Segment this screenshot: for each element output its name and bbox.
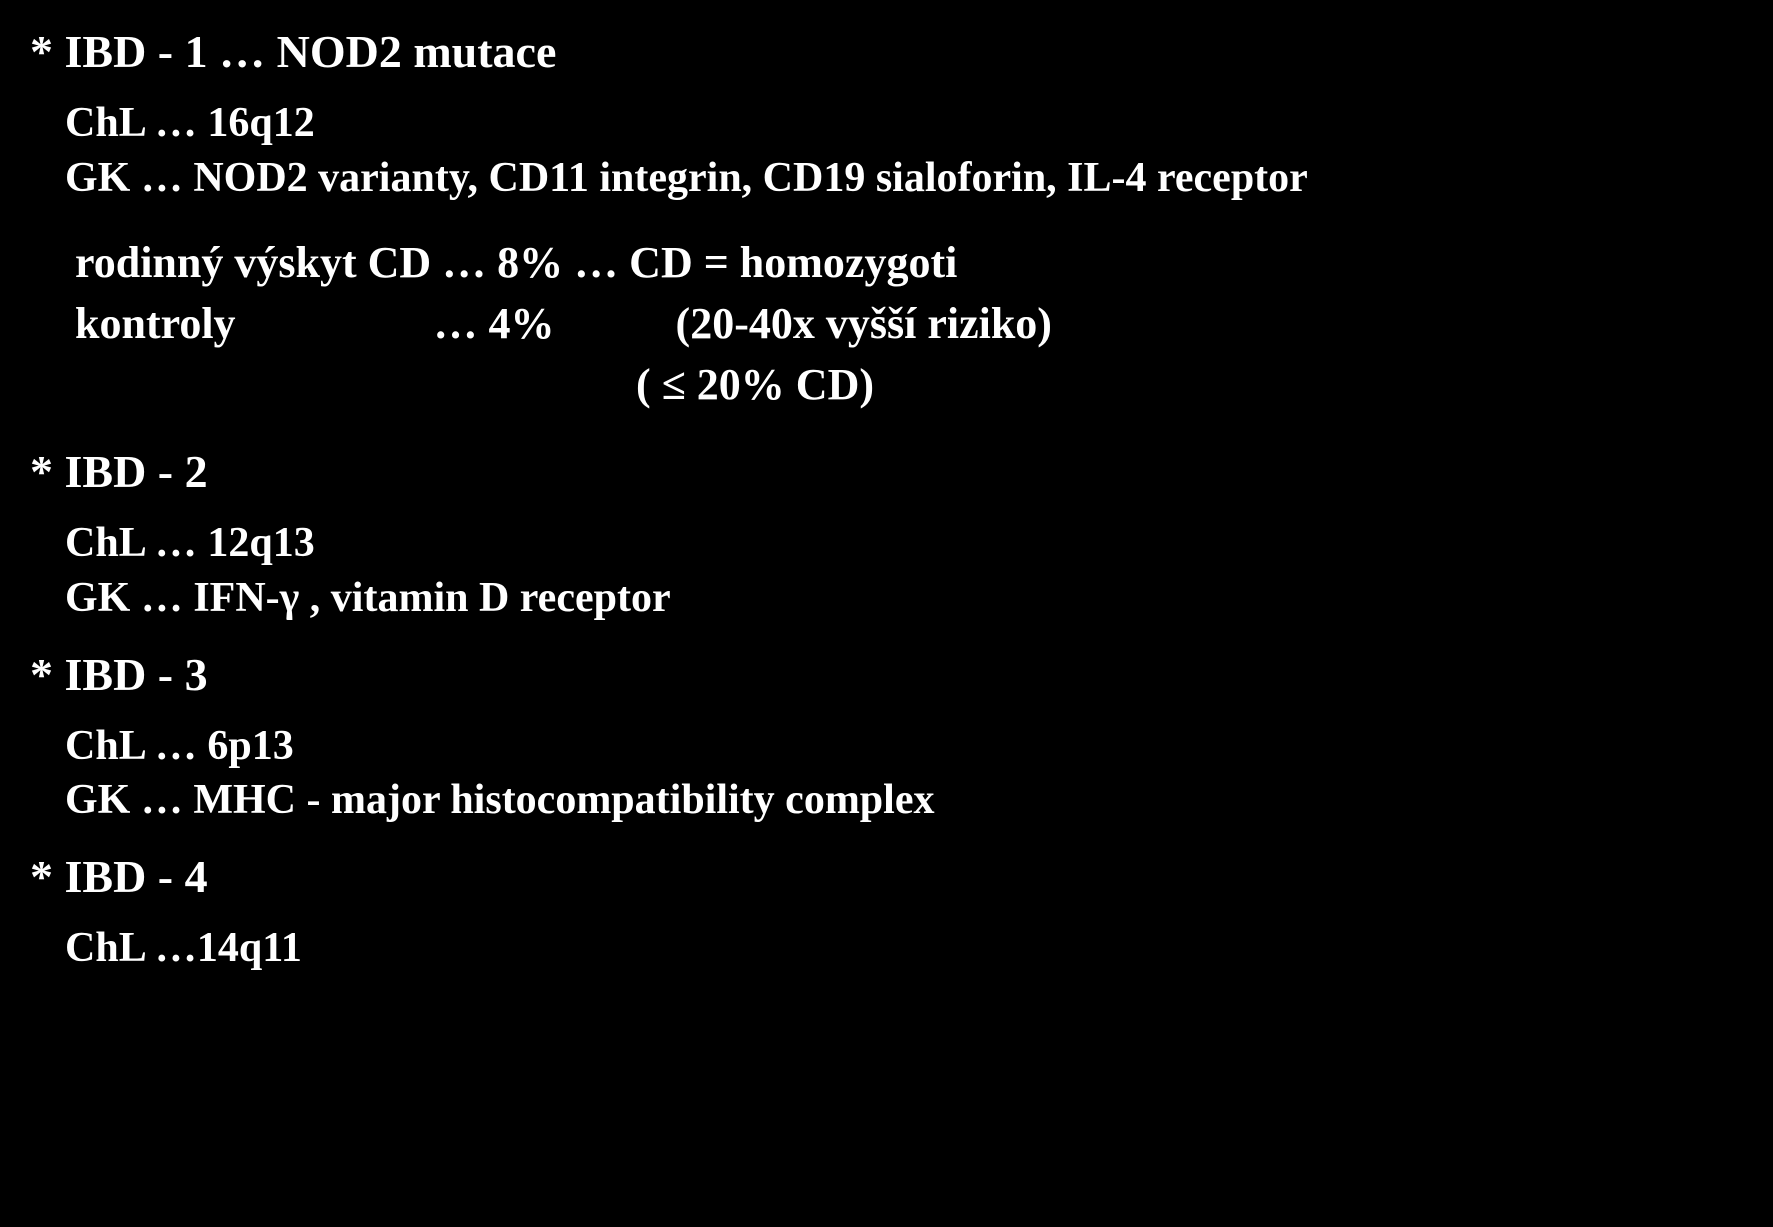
ibd4-section: * IBD - 4 ChL …14q11 xyxy=(30,850,1743,976)
ibd2-title: * IBD - 2 xyxy=(30,445,1743,498)
ibd1-stats: rodinný výskyt CD … 8% … CD = homozygoti… xyxy=(30,233,1743,415)
ibd1-title: * IBD - 1 … NOD2 mutace xyxy=(30,25,1743,78)
ibd2-section: * IBD - 2 ChL … 12q13 GK … IFN-γ , vitam… xyxy=(30,445,1743,625)
ibd1-section: * IBD - 1 … NOD2 mutace ChL … 16q12 GK …… xyxy=(30,25,1743,415)
ibd3-section: * IBD - 3 ChL … 6p13 GK … MHC - major hi… xyxy=(30,648,1743,828)
ibd3-gk: GK … MHC - major histocompatibility comp… xyxy=(30,773,1743,828)
ibd2-gk: GK … IFN-γ , vitamin D receptor xyxy=(30,571,1743,626)
ibd3-chl: ChL … 6p13 xyxy=(30,719,1743,774)
ibd4-chl: ChL …14q11 xyxy=(30,921,1743,976)
ibd1-chl: ChL … 16q12 xyxy=(30,96,1743,151)
ibd4-title: * IBD - 4 xyxy=(30,850,1743,903)
ibd1-gk: GK … NOD2 varianty, CD11 integrin, CD19 … xyxy=(30,151,1743,206)
ibd1-stats-row2: kontroly … 4% (20-40x vyšší riziko) xyxy=(75,294,1743,355)
ibd1-stats-row1: rodinný výskyt CD … 8% … CD = homozygoti xyxy=(75,233,1743,294)
ibd1-stats-row3: ( ≤ 20% CD) xyxy=(75,355,1743,416)
ibd3-title: * IBD - 3 xyxy=(30,648,1743,701)
ibd2-chl: ChL … 12q13 xyxy=(30,516,1743,571)
